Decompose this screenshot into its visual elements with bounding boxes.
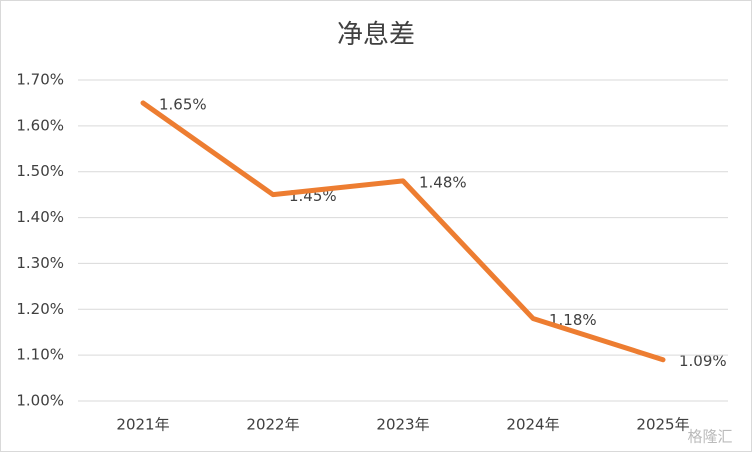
x-tick-label: 2022年 bbox=[246, 416, 299, 434]
data-label: 1.09% bbox=[679, 352, 727, 370]
y-tick-label: 1.50% bbox=[16, 162, 64, 180]
y-tick-label: 1.40% bbox=[16, 208, 64, 226]
y-tick-label: 1.10% bbox=[16, 346, 64, 364]
x-tick-label: 2023年 bbox=[376, 416, 429, 434]
watermark: 格隆汇 bbox=[687, 428, 732, 446]
data-label: 1.65% bbox=[159, 95, 207, 113]
y-tick-label: 1.60% bbox=[16, 116, 64, 134]
y-tick-label: 1.20% bbox=[16, 300, 64, 318]
x-tick-label: 2021年 bbox=[116, 416, 169, 434]
line bbox=[140, 100, 666, 363]
y-tick-label: 1.30% bbox=[16, 254, 64, 272]
y-tick-label: 1.00% bbox=[16, 392, 64, 410]
y-tick-label: 1.70% bbox=[16, 71, 64, 89]
data-label: 1.18% bbox=[549, 311, 597, 329]
x-tick-label: 2024年 bbox=[506, 416, 559, 434]
data-label: 1.48% bbox=[419, 173, 467, 191]
x-tick-label: 2025年 bbox=[636, 416, 689, 434]
chart-title: 净息差 bbox=[337, 20, 415, 50]
